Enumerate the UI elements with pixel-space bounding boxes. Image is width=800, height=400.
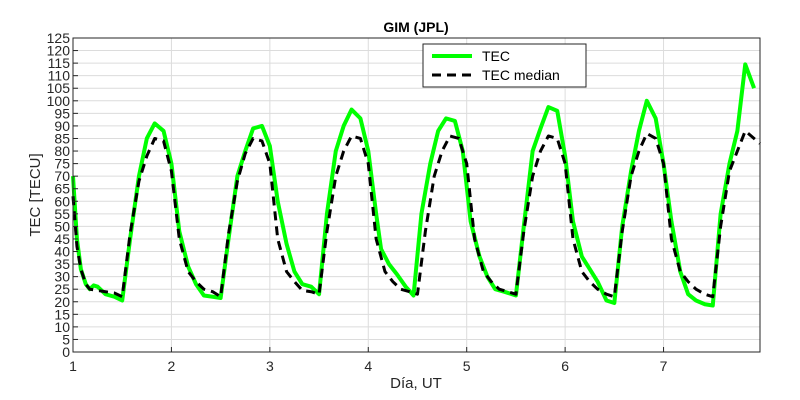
y-tick-label: 25 — [54, 281, 70, 297]
y-tick-label: 5 — [62, 331, 70, 347]
y-tick-label: 80 — [54, 143, 70, 159]
chart-title: GIM (JPL) — [383, 19, 448, 35]
x-tick-label: 2 — [168, 358, 176, 374]
x-tick-label: 5 — [463, 358, 471, 374]
plot-frame — [72, 37, 761, 353]
tec-median-line — [71, 129, 761, 299]
tec-line — [71, 62, 756, 308]
y-tick-label: 95 — [54, 105, 70, 121]
x-tick-label: 1 — [69, 358, 77, 374]
y-tick-label: 65 — [54, 181, 70, 197]
x-axis-title: Día, UT — [390, 375, 442, 392]
x-tick-label: 4 — [364, 358, 372, 374]
plot-background — [73, 38, 760, 352]
y-tick-label: 20 — [54, 294, 70, 310]
axis-ticks: 0510152025303540455055606570758085909510… — [47, 30, 668, 374]
x-tick-label: 3 — [266, 358, 274, 374]
y-tick-label: 30 — [54, 269, 70, 285]
y-tick-label: 50 — [54, 218, 70, 234]
y-tick-label: 10 — [54, 319, 70, 335]
y-axis-title: TEC [TECU] — [27, 153, 44, 236]
y-tick-label: 125 — [47, 30, 71, 46]
legend-median-label: TEC median — [482, 67, 560, 83]
y-tick-label: 100 — [47, 93, 71, 109]
y-tick-label: 55 — [54, 206, 70, 222]
legend-box — [422, 43, 587, 88]
y-tick-label: 60 — [54, 193, 70, 209]
y-tick-label: 90 — [54, 118, 70, 134]
y-tick-label: 75 — [54, 156, 70, 172]
x-tick-label: 6 — [561, 358, 569, 374]
y-tick-label: 35 — [54, 256, 70, 272]
y-tick-label: 70 — [54, 168, 70, 184]
series-layer — [71, 62, 761, 308]
y-tick-label: 115 — [48, 55, 71, 71]
y-tick-label: 105 — [47, 80, 71, 96]
y-tick-label: 85 — [54, 130, 70, 146]
y-tick-label: 110 — [48, 68, 71, 84]
legend-tec-label: TEC — [482, 48, 510, 64]
y-tick-label: 45 — [54, 231, 70, 247]
legend: TEC TEC median — [422, 43, 587, 88]
y-tick-label: 15 — [54, 306, 70, 322]
x-tick-label: 7 — [660, 358, 668, 374]
y-tick-label: 0 — [62, 344, 70, 360]
y-tick-label: 120 — [47, 43, 71, 59]
y-tick-label: 40 — [54, 244, 70, 260]
